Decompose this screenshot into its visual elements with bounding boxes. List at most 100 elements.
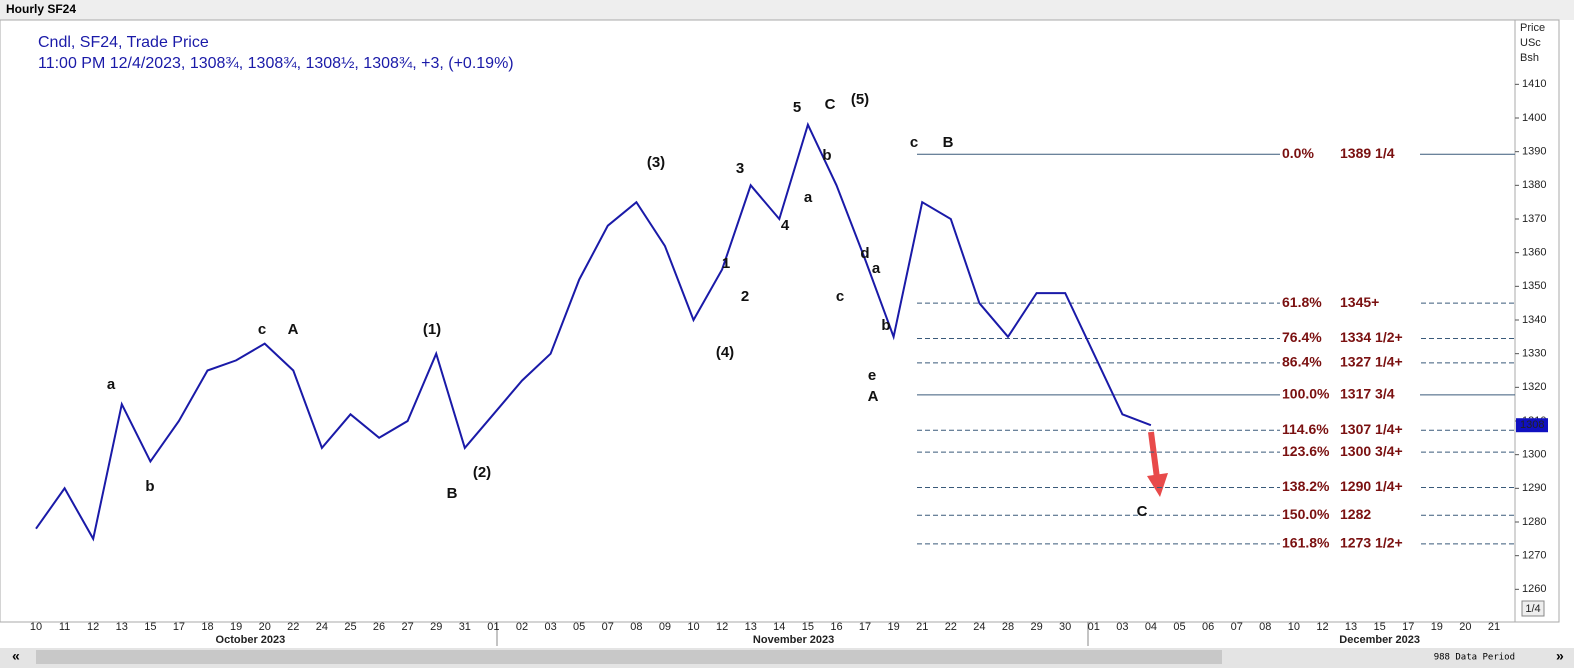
y-tick-label: 1270 bbox=[1522, 550, 1546, 562]
x-tick-label: 27 bbox=[402, 621, 414, 633]
month-label: November 2023 bbox=[753, 634, 834, 646]
y-tick-label: 1390 bbox=[1522, 146, 1546, 158]
wave-label: C bbox=[1137, 503, 1148, 520]
y-tick-label: 1260 bbox=[1522, 583, 1546, 595]
x-tick-label: 22 bbox=[287, 621, 299, 633]
y-tick-label: 1340 bbox=[1522, 314, 1546, 326]
month-label: October 2023 bbox=[216, 634, 286, 646]
y-tick-label: 1400 bbox=[1522, 112, 1546, 124]
fib-pct: 61.8% bbox=[1282, 294, 1322, 310]
x-tick-label: 10 bbox=[687, 621, 699, 633]
fib-label-bg bbox=[1280, 330, 1420, 347]
x-tick-label: 08 bbox=[630, 621, 642, 633]
y-tick-label: 1380 bbox=[1522, 179, 1546, 191]
x-tick-label: 28 bbox=[1002, 621, 1014, 633]
wave-label: d bbox=[860, 245, 869, 262]
footer: 988 Data Period bbox=[1434, 653, 1515, 663]
x-tick-label: 17 bbox=[1402, 621, 1414, 633]
scroll-thumb[interactable] bbox=[36, 650, 1222, 664]
wave-label: a bbox=[872, 260, 881, 277]
x-tick-label: 01 bbox=[487, 621, 499, 633]
wave-label: e bbox=[868, 367, 876, 384]
fib-label-bg bbox=[1280, 386, 1420, 403]
x-tick-label: 29 bbox=[430, 621, 442, 633]
x-tick-label: 31 bbox=[459, 621, 471, 633]
x-tick-label: 17 bbox=[173, 621, 185, 633]
fib-value: 1273 1/2+ bbox=[1340, 535, 1403, 551]
fib-label-bg bbox=[1280, 444, 1420, 461]
x-tick-label: 29 bbox=[1030, 621, 1042, 633]
x-tick-label: 05 bbox=[1173, 621, 1185, 633]
wave-label: b bbox=[145, 478, 154, 495]
x-tick-label: 21 bbox=[916, 621, 928, 633]
price-tag-bg bbox=[1516, 418, 1548, 433]
price-line bbox=[35, 121, 1152, 542]
scale-button[interactable] bbox=[1521, 600, 1545, 617]
x-tick-label: 04 bbox=[1145, 621, 1157, 633]
scale-button-label: 1/4 bbox=[1525, 603, 1540, 615]
x-tick-label: 14 bbox=[773, 621, 785, 633]
price-axis bbox=[1514, 19, 1560, 623]
forecast-arrow bbox=[1147, 431, 1168, 497]
x-tick-label: 20 bbox=[1459, 621, 1471, 633]
x-tick-label: 22 bbox=[945, 621, 957, 633]
x-tick-label: 10 bbox=[1288, 621, 1300, 633]
x-tick-label: 26 bbox=[373, 621, 385, 633]
y-tick-label: 1300 bbox=[1522, 449, 1546, 461]
arrow-head bbox=[1147, 473, 1168, 497]
x-tick-label: 06 bbox=[1202, 621, 1214, 633]
chart-title: Hourly SF24 bbox=[6, 2, 76, 16]
x-tick-label: 07 bbox=[1231, 621, 1243, 633]
x-tick-label: 12 bbox=[87, 621, 99, 633]
fib-value: 1317 3/4 bbox=[1340, 386, 1395, 402]
y-tick-label: 1320 bbox=[1522, 381, 1546, 393]
x-tick-label: 13 bbox=[745, 621, 757, 633]
fib-value: 1290 1/4+ bbox=[1340, 478, 1403, 494]
fib-label-bg bbox=[1280, 354, 1420, 371]
y-tick-label: 1350 bbox=[1522, 280, 1546, 292]
wave-label: a bbox=[804, 189, 813, 206]
wave-label: 2 bbox=[741, 288, 749, 305]
scroll-right[interactable]: » bbox=[1556, 648, 1564, 664]
x-tick-label: 19 bbox=[888, 621, 900, 633]
fib-value: 1307 1/4+ bbox=[1340, 421, 1403, 437]
wave-label: (3) bbox=[647, 154, 665, 171]
wave-label: (5) bbox=[851, 91, 869, 108]
fib-pct: 76.4% bbox=[1282, 329, 1322, 345]
wave-label: 3 bbox=[736, 160, 744, 177]
wave-label: 4 bbox=[781, 217, 790, 234]
x-tick-label: 03 bbox=[544, 621, 556, 633]
fib-pct: 150.0% bbox=[1282, 506, 1330, 522]
fib-value: 1345+ bbox=[1340, 294, 1379, 310]
wave-label: c bbox=[836, 288, 844, 305]
wave-label: C bbox=[825, 96, 836, 113]
x-tick-label: 12 bbox=[1316, 621, 1328, 633]
fib-label-bg bbox=[1280, 535, 1420, 552]
price-tag: 1308 bbox=[1520, 419, 1544, 431]
fib-pct: 114.6% bbox=[1282, 421, 1329, 437]
scroll-left[interactable]: « bbox=[12, 648, 20, 664]
x-tick-label: 13 bbox=[1345, 621, 1357, 633]
fib-label-bg bbox=[1280, 479, 1420, 496]
x-tick-label: 08 bbox=[1259, 621, 1271, 633]
arrow-shaft bbox=[1148, 431, 1160, 479]
x-tick-label: 09 bbox=[659, 621, 671, 633]
x-tick-label: 19 bbox=[230, 621, 242, 633]
wave-label: a bbox=[107, 376, 116, 393]
x-tick-label: 16 bbox=[830, 621, 842, 633]
y-tick-label: 1360 bbox=[1522, 247, 1546, 259]
title-bar bbox=[0, 0, 1574, 20]
fib-pct: 138.2% bbox=[1282, 478, 1330, 494]
x-tick-label: 15 bbox=[802, 621, 814, 633]
x-tick-label: 25 bbox=[344, 621, 356, 633]
x-tick-label: 18 bbox=[201, 621, 213, 633]
x-tick-label: 03 bbox=[1116, 621, 1128, 633]
wave-label: 1 bbox=[722, 255, 730, 272]
wave-label: c bbox=[258, 321, 266, 338]
fib-label-bg bbox=[1280, 295, 1420, 312]
y-tick-label: 1290 bbox=[1522, 482, 1546, 494]
wave-label: B bbox=[447, 485, 458, 502]
y-tick-label: 1370 bbox=[1522, 213, 1546, 225]
wave-label: b bbox=[881, 317, 890, 334]
